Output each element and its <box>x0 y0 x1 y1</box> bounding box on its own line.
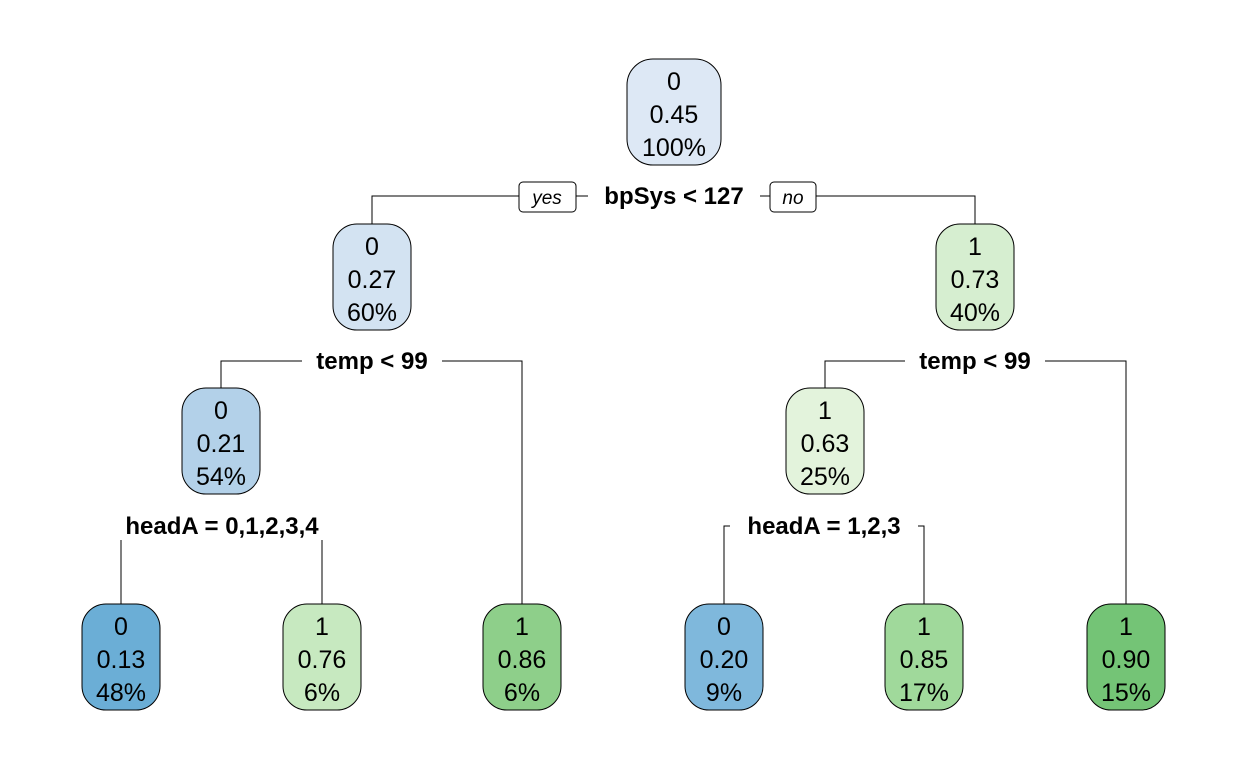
left-left-split-label: headA = 0,1,2,3,4 <box>125 513 319 540</box>
node-pct: 15% <box>1101 679 1151 707</box>
node-prob: 0.86 <box>498 646 547 674</box>
tree-nodes: 0 0.45 100% 0 0.27 60% 1 0.73 40% 0 0.21… <box>81 58 1166 711</box>
node-prob: 0.20 <box>700 646 749 674</box>
tree-leaf-6: 1 0.90 15% <box>1086 603 1166 711</box>
node-class: 1 <box>315 613 329 641</box>
node-prob: 0.63 <box>801 430 850 458</box>
node-prob: 0.13 <box>97 646 146 674</box>
node-prob: 0.21 <box>197 430 246 458</box>
node-pct: 25% <box>800 463 850 491</box>
tree-leaf-3: 1 0.86 6% <box>482 603 562 711</box>
split-labels: bpSys < 127 yes no temp < 99 temp < 99 h… <box>104 181 1045 540</box>
yes-edge-label: yes <box>530 188 562 209</box>
node-pct: 6% <box>304 679 340 707</box>
no-edge-box <box>769 181 817 213</box>
tree-node-right: 1 0.73 40% <box>935 223 1015 331</box>
tree-node-left-left: 0 0.21 54% <box>181 387 261 495</box>
node-prob: 0.45 <box>650 101 699 129</box>
node-pct: 60% <box>347 299 397 327</box>
node-class: 1 <box>968 233 982 261</box>
node-prob: 0.90 <box>1102 646 1151 674</box>
node-class: 0 <box>667 68 681 96</box>
node-pct: 17% <box>899 679 949 707</box>
node-class: 0 <box>214 397 228 425</box>
left-split-label: temp < 99 <box>316 348 427 375</box>
node-pct: 54% <box>196 463 246 491</box>
node-pct: 48% <box>96 679 146 707</box>
no-edge-label: no <box>782 188 803 209</box>
right-left-split-label: headA = 1,2,3 <box>747 513 900 540</box>
node-class: 0 <box>114 613 128 641</box>
tree-leaf-1: 0 0.13 48% <box>81 603 161 711</box>
node-class: 1 <box>1119 613 1133 641</box>
tree-node-root: 0 0.45 100% <box>626 58 722 166</box>
tree-leaf-5: 1 0.85 17% <box>884 603 964 711</box>
tree-leaf-2: 1 0.76 6% <box>282 603 362 711</box>
node-pct: 6% <box>504 679 540 707</box>
tree-node-left: 0 0.27 60% <box>332 223 412 331</box>
node-pct: 40% <box>950 299 1000 327</box>
node-class: 0 <box>365 233 379 261</box>
node-class: 1 <box>818 397 832 425</box>
node-class: 1 <box>917 613 931 641</box>
node-prob: 0.76 <box>298 646 347 674</box>
node-pct: 9% <box>706 679 742 707</box>
node-prob: 0.85 <box>900 646 949 674</box>
node-class: 1 <box>515 613 529 641</box>
node-class: 0 <box>717 613 731 641</box>
tree-node-right-left: 1 0.63 25% <box>785 387 865 495</box>
root-split-label: bpSys < 127 <box>604 183 743 210</box>
right-split-label: temp < 99 <box>919 348 1030 375</box>
node-prob: 0.73 <box>951 266 1000 294</box>
yes-edge-box <box>518 181 577 213</box>
node-pct: 100% <box>642 134 706 162</box>
tree-leaf-4: 0 0.20 9% <box>684 603 764 711</box>
node-prob: 0.27 <box>348 266 397 294</box>
